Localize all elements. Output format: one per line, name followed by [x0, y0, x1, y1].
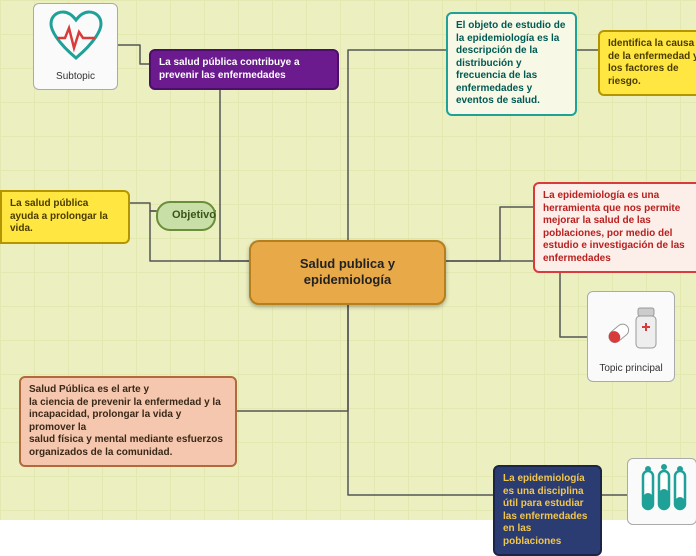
- test-tubes-card[interactable]: [627, 458, 696, 525]
- node-text: La salud pública contribuye a prevenir l…: [159, 57, 300, 81]
- topic-principal-card[interactable]: Topic principal: [587, 291, 675, 382]
- node-text: La salud pública ayuda a prolongar la vi…: [10, 198, 108, 234]
- node-purple-prevention[interactable]: La salud pública contribuye a prevenir l…: [149, 49, 339, 90]
- center-node[interactable]: Salud publica y epidemiología: [249, 240, 446, 305]
- node-text: Identifica la causa de la enfermedad y l…: [608, 38, 696, 87]
- node-text: La epidemiología es una herramienta que …: [543, 190, 685, 264]
- node-text: Salud Pública es el arte y la ciencia de…: [29, 384, 223, 458]
- center-text: Salud publica y epidemiología: [300, 256, 395, 287]
- node-red-tool[interactable]: La epidemiología es una herramienta que …: [533, 182, 696, 273]
- node-salmon-definition[interactable]: Salud Pública es el arte y la ciencia de…: [19, 376, 237, 467]
- node-navy-discipline[interactable]: La epidemiología es una disciplina útil …: [493, 465, 602, 556]
- node-yellow-prolong[interactable]: La salud pública ayuda a prolongar la vi…: [0, 190, 130, 244]
- node-yellow-cause[interactable]: Identifica la causa de la enfermedad y l…: [598, 30, 696, 96]
- node-text: La epidemiología es una disciplina útil …: [503, 473, 588, 547]
- heart-pulse-icon: [47, 10, 105, 62]
- subtopic-label: Subtopic: [40, 71, 111, 84]
- test-tubes-icon: [633, 463, 691, 515]
- node-teal-object-study[interactable]: El objeto de estudio de la epidemiología…: [446, 12, 577, 116]
- subtopic-card[interactable]: Subtopic: [33, 3, 118, 90]
- node-objetivo[interactable]: Objetivo: [156, 201, 216, 231]
- topic-label: Topic principal: [594, 363, 668, 376]
- node-text: Objetivo: [172, 209, 216, 221]
- node-text: El objeto de estudio de la epidemiología…: [456, 20, 565, 106]
- pill-bottle-icon: [600, 298, 662, 354]
